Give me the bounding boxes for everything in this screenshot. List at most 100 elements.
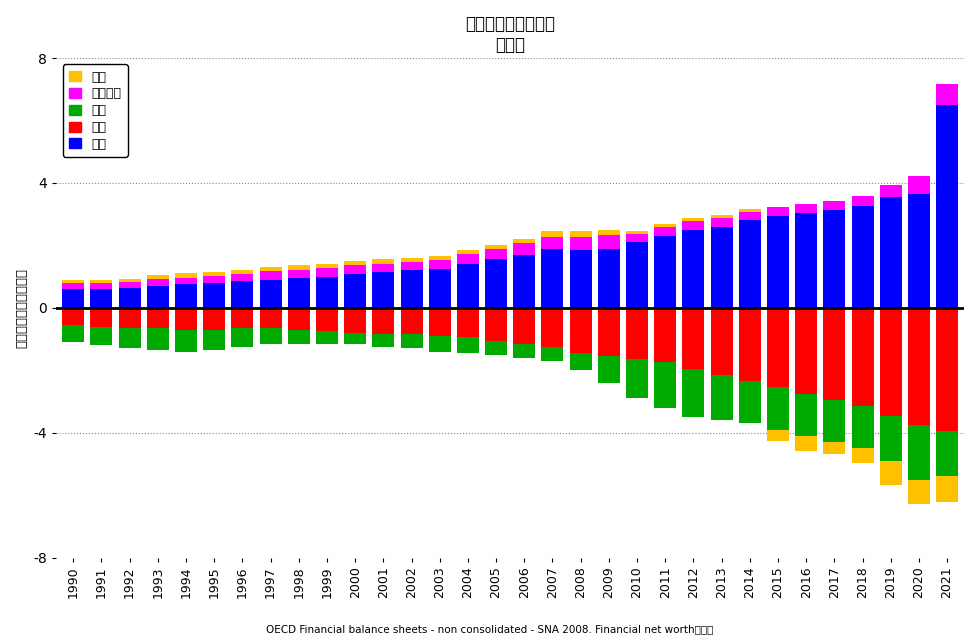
Bar: [147, 286, 168, 308]
Bar: [344, 261, 366, 265]
Bar: [457, 250, 478, 254]
Bar: [598, 230, 619, 235]
Bar: [259, 308, 282, 328]
Bar: [457, 264, 478, 308]
Bar: [400, 262, 422, 270]
Bar: [316, 277, 337, 308]
Bar: [822, 210, 844, 308]
Bar: [710, 215, 732, 218]
Bar: [822, 400, 844, 442]
Bar: [288, 270, 309, 278]
Bar: [90, 284, 112, 289]
Bar: [484, 249, 507, 259]
Bar: [90, 308, 112, 327]
Bar: [231, 270, 253, 274]
Bar: [766, 216, 788, 308]
Bar: [118, 308, 141, 328]
Bar: [90, 281, 112, 284]
Bar: [175, 273, 197, 277]
Bar: [541, 237, 563, 249]
Bar: [484, 308, 507, 341]
Bar: [203, 308, 225, 330]
Bar: [428, 308, 450, 336]
Bar: [851, 196, 872, 206]
Legend: 海外, 金融機関, 政府, 企業, 家計: 海外, 金融機関, 政府, 企業, 家計: [63, 65, 127, 157]
Y-axis label: 金額［兆カナダドル］: 金額［兆カナダドル］: [15, 268, 28, 348]
Bar: [569, 231, 591, 237]
Bar: [428, 260, 450, 269]
Bar: [316, 331, 337, 344]
Bar: [428, 269, 450, 308]
Bar: [710, 218, 732, 227]
Bar: [625, 233, 647, 242]
Bar: [512, 239, 535, 243]
Bar: [794, 308, 817, 394]
Bar: [400, 270, 422, 308]
Bar: [541, 249, 563, 308]
Bar: [316, 268, 337, 277]
Bar: [879, 415, 901, 461]
Bar: [822, 442, 844, 454]
Bar: [598, 235, 619, 249]
Bar: [175, 308, 197, 330]
Bar: [63, 289, 84, 308]
Bar: [203, 272, 225, 276]
Bar: [935, 477, 957, 502]
Bar: [569, 237, 591, 250]
Bar: [259, 267, 282, 272]
Bar: [203, 283, 225, 308]
Bar: [316, 308, 337, 331]
Bar: [344, 308, 366, 333]
Bar: [794, 213, 817, 308]
Bar: [344, 333, 366, 344]
Bar: [682, 221, 703, 230]
Bar: [851, 308, 872, 406]
Bar: [738, 212, 760, 220]
Bar: [682, 308, 703, 369]
Bar: [288, 330, 309, 344]
Bar: [879, 461, 901, 485]
Bar: [653, 308, 676, 362]
Bar: [400, 258, 422, 262]
Bar: [738, 381, 760, 423]
Bar: [794, 436, 817, 450]
Bar: [907, 425, 929, 479]
Bar: [738, 308, 760, 381]
Bar: [400, 308, 422, 334]
Bar: [484, 259, 507, 308]
Bar: [907, 194, 929, 308]
Bar: [738, 220, 760, 308]
Bar: [484, 245, 507, 249]
Bar: [63, 281, 84, 284]
Bar: [457, 254, 478, 264]
Bar: [428, 336, 450, 351]
Bar: [569, 353, 591, 370]
Bar: [935, 308, 957, 431]
Bar: [766, 207, 788, 216]
Bar: [710, 227, 732, 308]
Bar: [879, 308, 901, 415]
Bar: [231, 274, 253, 281]
Bar: [541, 347, 563, 361]
Bar: [288, 265, 309, 270]
Bar: [147, 275, 168, 279]
Bar: [231, 328, 253, 347]
Bar: [682, 369, 703, 417]
Bar: [907, 479, 929, 504]
Bar: [738, 209, 760, 212]
Bar: [118, 279, 141, 282]
Bar: [653, 224, 676, 227]
Bar: [794, 204, 817, 213]
Bar: [710, 375, 732, 420]
Bar: [428, 256, 450, 260]
Bar: [316, 264, 337, 268]
Bar: [90, 327, 112, 345]
Bar: [822, 201, 844, 210]
Bar: [484, 341, 507, 355]
Bar: [372, 272, 394, 308]
Bar: [682, 230, 703, 308]
Bar: [372, 308, 394, 334]
Bar: [231, 308, 253, 328]
Bar: [372, 259, 394, 263]
Bar: [851, 206, 872, 308]
